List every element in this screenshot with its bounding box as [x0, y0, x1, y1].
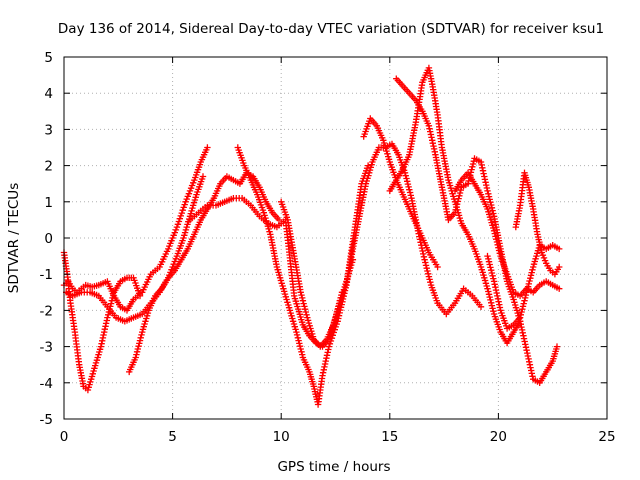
- y-tick-label: -1: [40, 267, 53, 283]
- series-arc-8: [343, 140, 485, 318]
- chart-title: Day 136 of 2014, Sidereal Day-to-day VTE…: [58, 21, 604, 37]
- y-tick-label: 3: [44, 122, 53, 138]
- x-tick-labels: 0 5 10 15 20 25: [60, 429, 616, 445]
- series-arc-4: [126, 169, 283, 376]
- point-markers: [512, 169, 563, 278]
- point-markers: [360, 115, 441, 271]
- series-arc-7: [278, 198, 357, 350]
- y-tick-label: 4: [44, 86, 53, 102]
- y-tick-label: -4: [40, 376, 53, 392]
- point-markers: [484, 242, 563, 332]
- x-tick-label: 10: [273, 429, 290, 445]
- x-tick-label: 15: [381, 429, 398, 445]
- y-tick-label: 2: [44, 159, 53, 175]
- plot-frame: [63, 56, 608, 420]
- y-tick-label: 1: [44, 195, 53, 211]
- y-tick-labels: -5 -4 -3 -2 -1 0 1 2 3 4 5: [40, 50, 53, 428]
- x-tick-label: 5: [168, 429, 177, 445]
- axis-ticks: [63, 56, 608, 420]
- series-arc-12: [451, 169, 563, 300]
- x-tick-label: 0: [60, 429, 69, 445]
- series-arc-9: [360, 115, 441, 271]
- x-tick-label: 25: [598, 429, 615, 445]
- y-tick-label: 5: [44, 50, 53, 66]
- series-arc-13: [484, 242, 563, 332]
- x-axis-label: GPS time / hours: [277, 459, 390, 475]
- point-markers: [451, 169, 563, 300]
- series-arc-10: [386, 64, 524, 347]
- series-arc-14: [512, 169, 563, 278]
- point-markers: [278, 198, 357, 350]
- y-tick-label: 0: [44, 231, 53, 247]
- data-points: [60, 64, 563, 408]
- gridlines: [64, 57, 607, 419]
- x-tick-label: 20: [490, 429, 507, 445]
- point-markers: [386, 64, 524, 347]
- point-markers: [126, 169, 283, 376]
- y-tick-label: -2: [40, 303, 53, 319]
- y-tick-label: -5: [40, 412, 53, 428]
- point-markers: [343, 140, 485, 318]
- y-tick-label: -3: [40, 340, 53, 356]
- y-axis-label: SDTVAR / TECUs: [6, 183, 22, 293]
